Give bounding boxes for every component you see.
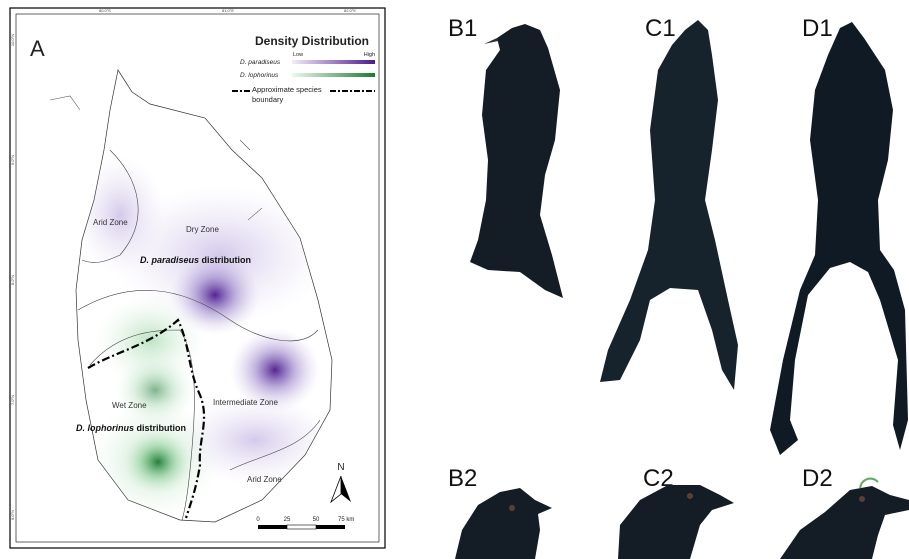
distribution-word: distribution — [137, 423, 187, 433]
photo-label: D2 — [802, 465, 833, 492]
photo-label: D1 — [802, 15, 833, 42]
legend-high: High — [364, 52, 375, 58]
bird-head-photo — [455, 488, 552, 559]
legend-gradient — [292, 73, 375, 77]
bird-photo — [470, 24, 563, 298]
legend-species: D. paradiseus — [240, 59, 281, 66]
scale-label: 50 — [313, 517, 320, 523]
bird-beak — [484, 38, 498, 44]
latitude-label: 7.0°N — [10, 395, 15, 405]
legend-low: Low — [293, 52, 303, 58]
legend-boundary-label: Approximate species boundary — [252, 85, 330, 105]
zone-label: Intermediate Zone — [213, 398, 278, 407]
longitude-label: 81.0°E — [222, 8, 234, 13]
zone-label: Arid Zone — [93, 218, 128, 227]
bird-eye — [687, 493, 693, 499]
legend-gradient — [292, 60, 375, 64]
longitude-label: 82.0°E — [344, 8, 356, 13]
bird-head-photo — [618, 485, 734, 559]
density-green — [123, 430, 193, 494]
zone-label: Arid Zone — [247, 475, 282, 484]
photo-label: B2 — [448, 465, 477, 492]
distribution-word: distribution — [202, 255, 252, 265]
map-panel: 80.0°E 81.0°E 82.0°E 10.0°N 9.0°N 8.0°N … — [10, 8, 385, 548]
legend-species: D. lophorinus — [240, 72, 279, 79]
latitude-label: 9.0°N — [10, 155, 15, 165]
scale-segment — [316, 525, 345, 529]
bird-eye — [859, 496, 865, 502]
bird-head-photo — [780, 486, 909, 559]
longitude-label: 80.0°E — [99, 8, 111, 13]
distribution-label: D. paradiseus distribution — [140, 255, 251, 265]
scale-label: 25 — [284, 517, 291, 523]
page: { "map": { "panel_label": "A", "longitud… — [0, 0, 909, 559]
bird-photo — [770, 22, 908, 455]
bird-photo — [600, 20, 738, 390]
legend-title: Density Distribution — [255, 34, 369, 48]
scale-segment — [287, 525, 316, 529]
species-name: D. paradiseus — [140, 255, 199, 265]
figure: 80.0°E 81.0°E 82.0°E 10.0°N 9.0°N 8.0°N … — [0, 0, 909, 559]
zone-label: Dry Zone — [186, 225, 219, 234]
panel-label: A — [30, 36, 45, 61]
scale-label: 75 km — [338, 517, 354, 523]
species-name: D. lophorinus — [76, 423, 134, 433]
distribution-label: D. lophorinus distribution — [76, 423, 186, 433]
latitude-label: 10.0°N — [10, 34, 15, 46]
latitude-label: 8.0°N — [10, 275, 15, 285]
zone-label: Wet Zone — [112, 401, 147, 410]
photo-label: B1 — [448, 15, 477, 42]
legend-boundary-box: Approximate species boundary — [252, 85, 332, 109]
latitude-label: 6.0°N — [10, 510, 15, 520]
north-label: N — [337, 462, 344, 473]
scale-segment — [258, 525, 287, 529]
bird-eye — [509, 505, 515, 511]
photo-panels: B1 C1 D1 B2 C2 D2 — [448, 15, 909, 559]
photo-label: C1 — [645, 15, 676, 42]
